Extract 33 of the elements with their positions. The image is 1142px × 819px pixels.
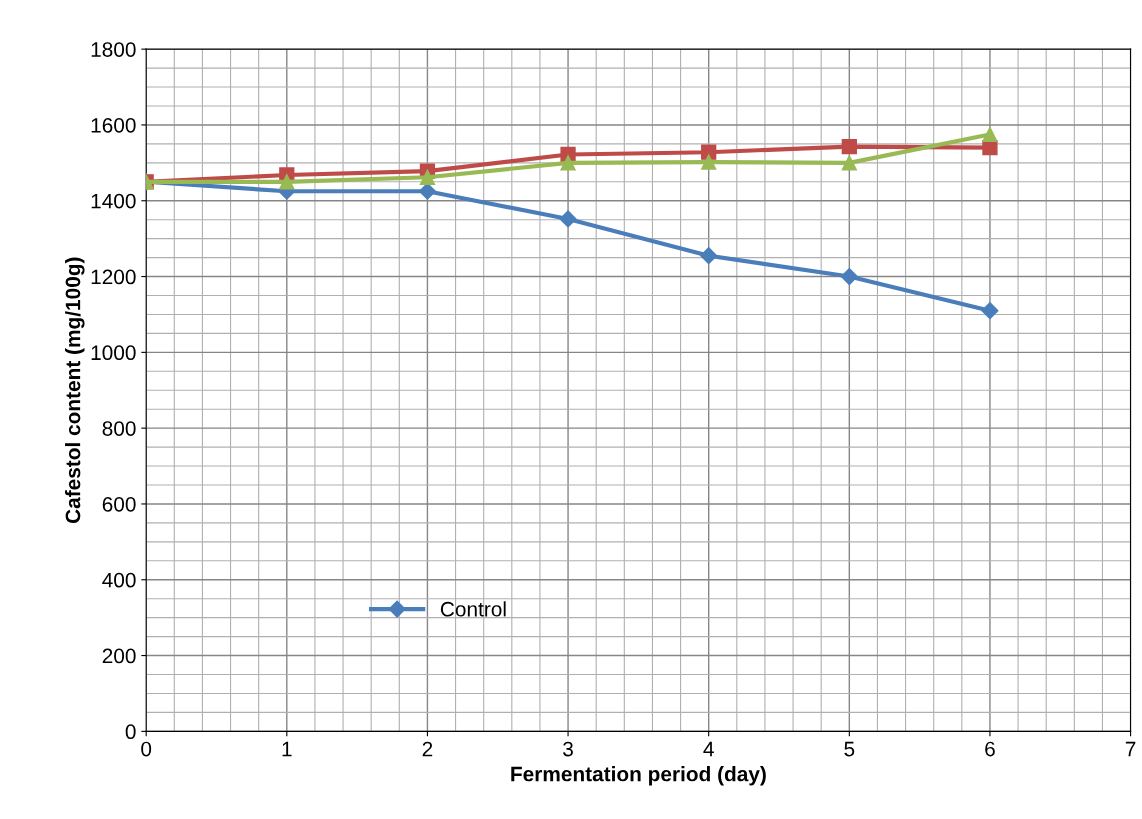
point <box>559 210 577 228</box>
y-tick-label: 600 <box>102 496 136 512</box>
y-tick-label: 200 <box>102 648 136 664</box>
x-tick-label: 1 <box>282 741 292 757</box>
point <box>701 154 717 170</box>
x-tick-label: 4 <box>703 741 714 757</box>
x-tick-label: 3 <box>563 741 573 757</box>
point <box>981 302 999 320</box>
legend-label: Control <box>440 601 506 617</box>
point <box>982 140 998 156</box>
y-tick-label: 1200 <box>91 269 136 285</box>
point <box>419 169 436 185</box>
y-tick-label: 0 <box>125 724 136 740</box>
x-axis-title: Fermentation period (day) <box>511 766 766 786</box>
point <box>840 267 858 286</box>
x-tick-label: 7 <box>1125 741 1136 757</box>
point <box>700 247 718 265</box>
point <box>560 155 576 171</box>
point <box>841 138 857 155</box>
x-tick-label: 6 <box>985 741 995 757</box>
y-tick-label: 1000 <box>91 345 136 361</box>
point <box>982 126 998 143</box>
y-tick-label: 1600 <box>91 117 136 133</box>
x-tick-label: 0 <box>141 741 152 757</box>
point <box>279 174 295 190</box>
point <box>841 155 857 171</box>
x-tick-label: 5 <box>844 741 855 757</box>
y-tick-label: 400 <box>102 572 136 588</box>
y-tick-label: 800 <box>102 421 136 436</box>
y-tick-label: 1800 <box>91 42 136 57</box>
y-axis-title: Cafestol content (mg/100g) <box>65 257 85 524</box>
x-tick-label: 2 <box>422 741 433 757</box>
y-tick-label: 1400 <box>91 193 136 209</box>
